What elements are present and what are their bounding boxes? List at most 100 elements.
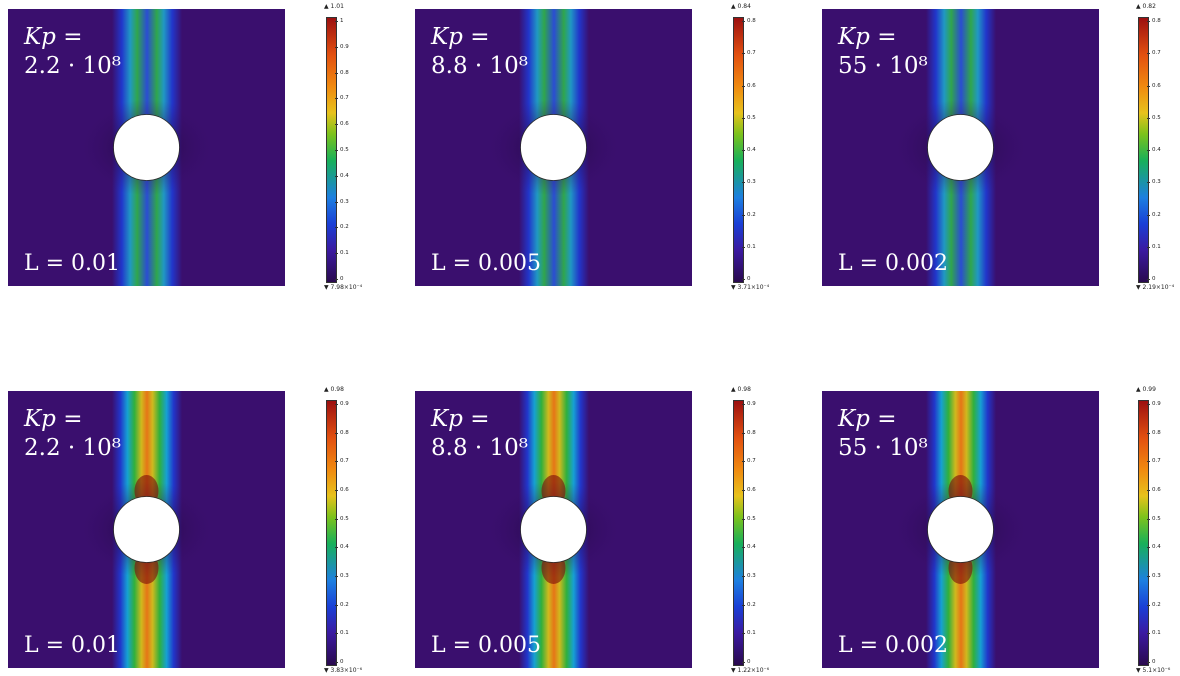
colorbar-tick-label: 0.8	[1147, 429, 1161, 436]
colorbar-gradient	[1138, 400, 1149, 666]
colorbar-tick-label: 0.9	[1147, 401, 1161, 407]
colorbar-tick-label: 0	[742, 276, 751, 282]
colorbar-tick-label: 0.1	[742, 630, 756, 637]
colorbar-max: ▲ 0.99	[1136, 386, 1156, 393]
kp-prefix: Kp =	[838, 24, 897, 50]
contour-panel-4: Kp = 2.2 · 10⁸ L = 0.01	[8, 391, 285, 668]
kp-label: Kp = 8.8 · 10⁸	[431, 23, 528, 81]
colorbar-tick-label: 0.6	[1147, 82, 1161, 89]
colorbar-min: ▼ 1.22×10⁻⁶	[731, 667, 770, 674]
colorbar-tick-label: 0.8	[1147, 18, 1161, 24]
colorbar-min: ▼ 3.71×10⁻⁴	[731, 284, 770, 291]
kp-prefix: Kp =	[24, 24, 83, 50]
colorbar-tick-label: 0.1	[742, 243, 756, 250]
length-scale-label: L = 0.005	[431, 251, 542, 276]
colorbar-tick-label: 0.7	[742, 458, 756, 465]
contour-panel-6: Kp = 55 · 10⁸ L = 0.002	[822, 391, 1099, 668]
field-plot-4	[8, 391, 285, 668]
colorbar-tick-label: 0.7	[742, 50, 756, 57]
colorbar-tick-label: 0.4	[335, 172, 349, 179]
colorbar-tick-label: 0.3	[1147, 179, 1161, 186]
colorbar-tick-label: 0.5	[335, 147, 349, 153]
length-scale-label: L = 0.01	[24, 251, 121, 276]
colorbar-gradient	[326, 400, 337, 666]
colorbar-tick-label: 0.4	[742, 147, 756, 153]
length-scale-label: L = 0.002	[838, 633, 949, 658]
colorbar-tick-label: 0.4	[335, 544, 349, 551]
colorbar-tick-label: 0.3	[335, 573, 349, 579]
field-plot-6	[822, 391, 1099, 668]
kp-value: 2.2 · 10⁸	[24, 434, 121, 461]
colorbar-max: ▲ 0.98	[731, 386, 751, 393]
colorbar-tick-label: 0.9	[742, 401, 756, 407]
colorbar-tick-label: 0	[335, 659, 344, 665]
colorbar-tick-label: 0.6	[335, 121, 349, 128]
contour-panel-3: Kp = 55 · 10⁸ L = 0.002	[822, 9, 1099, 286]
field-plot-3	[822, 9, 1099, 286]
colorbar-max: ▲ 0.84	[731, 3, 751, 10]
colorbar-5: ▲ 0.98 ▼ 1.22×10⁻⁶ 0.9 0.8 0.7 0.6 0.5 0.4 0.3…	[731, 386, 779, 676]
colorbar-tick-label: 0	[1147, 276, 1156, 282]
kp-label: Kp = 55 · 10⁸	[838, 23, 928, 81]
kp-label: Kp = 2.2 · 10⁸	[24, 405, 121, 463]
colorbar-tick-label: 0.5	[742, 515, 756, 522]
colorbar-gradient	[733, 400, 744, 666]
colorbar-2: ▲ 0.84 ▼ 3.71×10⁻⁴ 0.8 0.7 0.6 0.5 0.4 0.3 0.2…	[731, 3, 779, 293]
colorbar-max: ▲ 0.82	[1136, 3, 1156, 10]
length-scale-label: L = 0.01	[24, 633, 121, 658]
kp-label: Kp = 8.8 · 10⁸	[431, 405, 528, 463]
contour-panel-2: Kp = 8.8 · 10⁸ L = 0.005	[415, 9, 692, 286]
kp-prefix: Kp =	[431, 24, 490, 50]
colorbar-tick-label: 0.4	[742, 544, 756, 551]
colorbar-tick-label: 0.9	[335, 43, 349, 50]
colorbar-tick-label: 0.8	[335, 69, 349, 76]
colorbar-tick-label: 0.8	[335, 429, 349, 436]
colorbar-tick-label: 0.4	[1147, 147, 1161, 153]
kp-value: 8.8 · 10⁸	[431, 434, 528, 461]
colorbar-max: ▲ 0.98	[324, 386, 344, 393]
field-plot-2	[415, 9, 692, 286]
colorbar-tick-label: 0.2	[335, 601, 349, 608]
field-plot-1	[8, 9, 285, 286]
colorbar-tick-label: 0.3	[1147, 573, 1161, 579]
colorbar-tick-label: 0.7	[1147, 458, 1161, 465]
length-scale-label: L = 0.005	[431, 633, 542, 658]
colorbar-tick-label: 0	[742, 659, 751, 665]
field-plot-5	[415, 391, 692, 668]
colorbar-min: ▼ 5.1×10⁻⁶	[1136, 667, 1171, 674]
kp-value: 8.8 · 10⁸	[431, 52, 528, 79]
colorbar-tick-label: 0	[335, 276, 344, 282]
colorbar-tick-label: 0.5	[1147, 515, 1161, 522]
colorbar-tick-label: 0.9	[335, 401, 349, 407]
colorbar-1: ▲ 1.01 ▼ 7.98×10⁻⁴ 1 0.9 0.8 0.7 0.6 0.5 0.4 0.…	[324, 3, 372, 293]
colorbar-tick-label: 0.7	[335, 95, 349, 102]
colorbar-tick-label: 0.2	[742, 211, 756, 218]
colorbar-tick-label: 0	[1147, 659, 1156, 665]
colorbar-tick-label: 0.5	[742, 114, 756, 121]
colorbar-tick-label: 0.1	[1147, 630, 1161, 637]
colorbar-tick-label: 0.2	[1147, 211, 1161, 218]
colorbar-tick-label: 0.3	[335, 198, 349, 205]
colorbar-tick-label: 0.3	[742, 179, 756, 186]
contour-panel-5: Kp = 8.8 · 10⁸ L = 0.005	[415, 391, 692, 668]
kp-prefix: Kp =	[431, 406, 490, 432]
colorbar-min: ▼ 2.19×10⁻⁴	[1136, 284, 1175, 291]
kp-label: Kp = 55 · 10⁸	[838, 405, 928, 463]
colorbar-tick-label: 0.6	[1147, 487, 1161, 493]
colorbar-tick-label: 0.1	[335, 630, 349, 637]
colorbar-tick-label: 0.1	[1147, 243, 1161, 250]
colorbar-tick-label: 0.4	[1147, 544, 1161, 551]
colorbar-6: ▲ 0.99 ▼ 5.1×10⁻⁶ 0.9 0.8 0.7 0.6 0.5 0.4 0.3 0…	[1136, 386, 1180, 676]
kp-value: 2.2 · 10⁸	[24, 52, 121, 79]
colorbar-tick-label: 0.7	[335, 458, 349, 465]
colorbar-tick-label: 0.3	[742, 573, 756, 579]
length-scale-label: L = 0.002	[838, 251, 949, 276]
colorbar-tick-label: 0.6	[742, 82, 756, 89]
colorbar-tick-label: 0.7	[1147, 50, 1161, 57]
colorbar-4: ▲ 0.98 ▼ 3.83×10⁻⁶ 0.9 0.8 0.7 0.6 0.5 0.4 0.3…	[324, 386, 372, 676]
colorbar-tick-label: 0.2	[1147, 601, 1161, 608]
colorbar-max: ▲ 1.01	[324, 3, 344, 10]
colorbar-tick-label: 0.6	[742, 487, 756, 493]
contour-panel-1: Kp = 2.2 · 10⁸ L = 0.01	[8, 9, 285, 286]
kp-value: 55 · 10⁸	[838, 52, 928, 79]
